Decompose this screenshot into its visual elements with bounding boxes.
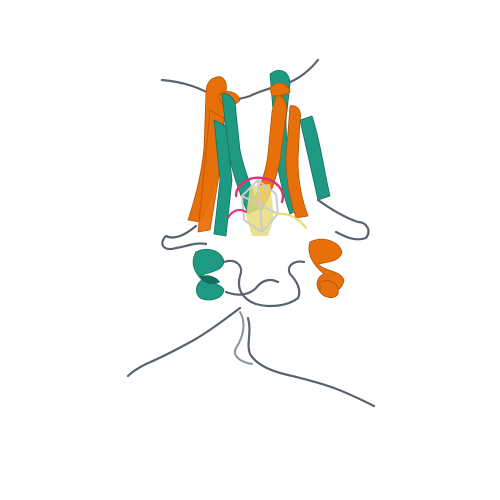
center-coil bbox=[222, 259, 306, 308]
left-teal-helix bbox=[192, 248, 225, 301]
right-teal-strand-2 bbox=[299, 115, 331, 201]
right-orange-helix-lower bbox=[319, 280, 339, 298]
right-orange-helix bbox=[308, 238, 345, 294]
left-loop-coil bbox=[161, 224, 208, 251]
lower-right-tail bbox=[234, 311, 253, 365]
center-coil-2 bbox=[224, 278, 280, 296]
ligand-pink-ring bbox=[234, 176, 285, 204]
right-orange-loop bbox=[269, 82, 291, 97]
right-loop-coil bbox=[316, 198, 370, 241]
left-teal-strand-2 bbox=[213, 119, 233, 237]
lower-center-tail bbox=[246, 316, 376, 408]
right-orange-strand-2 bbox=[285, 105, 309, 219]
top-coil bbox=[160, 58, 320, 101]
ligand-pink-ring-2 bbox=[227, 209, 247, 219]
ligand-yellow-bond bbox=[274, 212, 308, 230]
lower-left-tail bbox=[126, 306, 242, 378]
left-teal-helix-shade bbox=[200, 275, 220, 285]
